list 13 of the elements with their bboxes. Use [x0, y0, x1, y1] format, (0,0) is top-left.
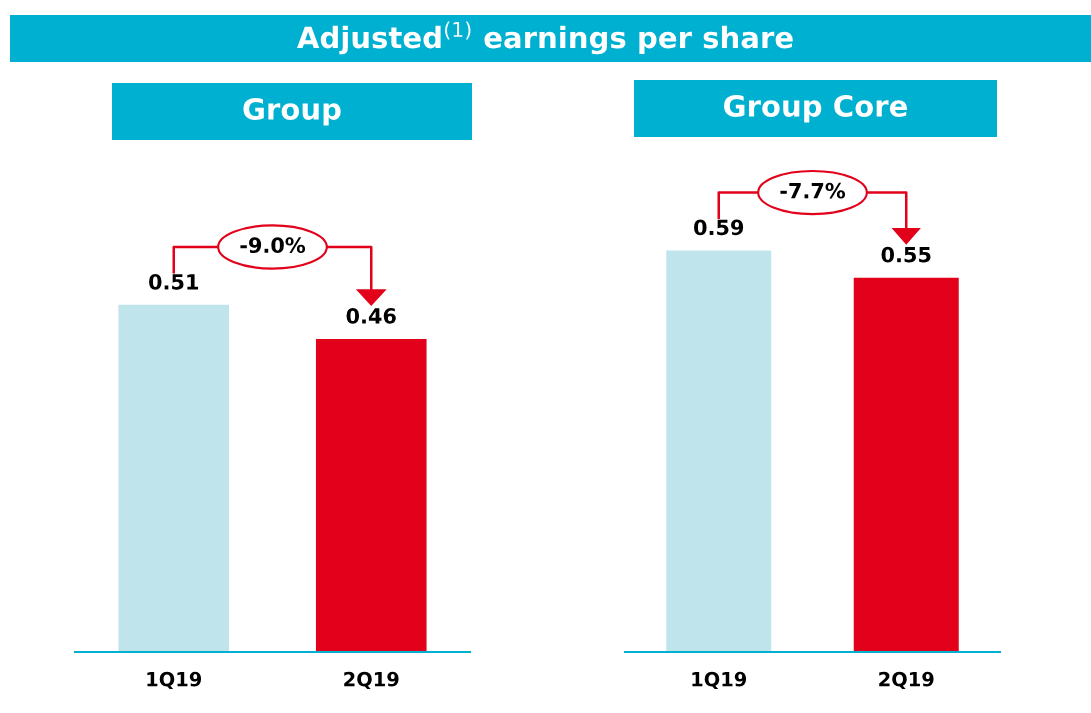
- text: -9.0%: [240, 237, 306, 254]
- x-tick-label: 1Q19: [692, 671, 747, 690]
- data-label: 0.55: [881, 246, 931, 263]
- data-label: 0.59: [694, 219, 744, 236]
- chart-title: Group: [243, 97, 341, 126]
- data-label: 0.51: [149, 273, 199, 290]
- x-tick-label: 2Q19: [879, 671, 934, 690]
- x-tick-label: 1Q19: [147, 671, 202, 690]
- text: Adjusted$^{(1)}$ earnings per share: [297, 21, 793, 55]
- chart-title: Group Core: [724, 94, 907, 123]
- text: -7.7%: [780, 182, 846, 199]
- x-tick-label: 2Q19: [344, 671, 399, 690]
- data-label: 0.46: [346, 307, 396, 324]
